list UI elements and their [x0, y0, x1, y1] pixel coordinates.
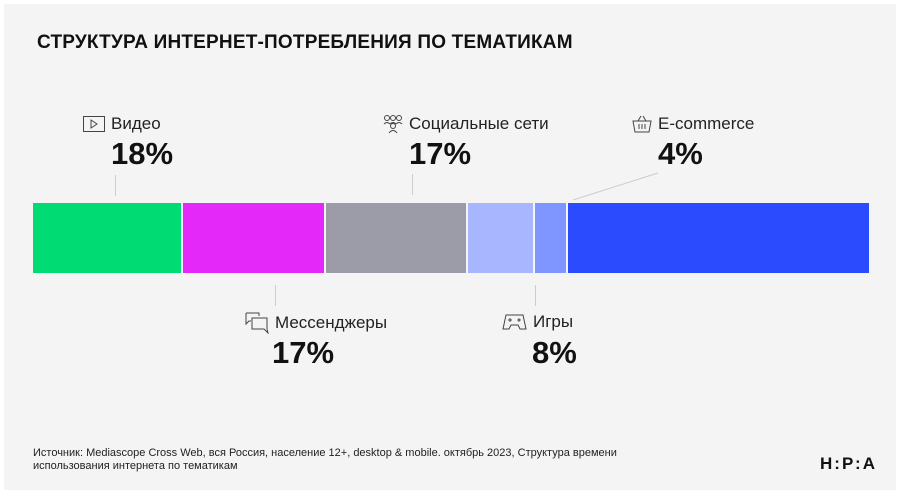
series-name: Социальные сети [409, 114, 549, 133]
data-label-ecommerce: 4% [658, 136, 703, 171]
bar-segment-Мессенджеры [183, 203, 324, 273]
label-messengers: Мессенджеры [245, 312, 387, 334]
bar-segment-E-commerce [534, 203, 567, 273]
label-ecommerce: E-commerce [632, 114, 754, 134]
series-name: Игры [533, 312, 574, 331]
basket-icon [632, 115, 652, 133]
video-play-icon [83, 116, 105, 132]
leader-line [412, 174, 413, 195]
leader-line [535, 285, 536, 306]
data-label-messengers: 17% [272, 335, 335, 370]
data-label-video: 18% [111, 136, 174, 171]
series-name: E-commerce [658, 114, 755, 133]
leader-line [115, 175, 116, 196]
label-games: Игры [502, 312, 573, 332]
series-name: Мессенджеры [275, 313, 388, 332]
logo: Н:Р:А [820, 454, 877, 473]
chat-bubbles-icon [245, 312, 269, 334]
gamepad-icon [502, 314, 527, 330]
bar-segment-Видео [33, 203, 182, 273]
data-label-games: 8% [532, 335, 577, 370]
source-note: Источник: Mediascope Cross Web, вся Росс… [33, 447, 617, 472]
people-icon [383, 115, 403, 134]
label-social: Социальные сети [383, 114, 549, 134]
series-name: Видео [111, 114, 161, 133]
stacked-bar [33, 203, 869, 273]
bar-segment-Социальные сети [325, 203, 466, 273]
leader-line [275, 285, 276, 306]
label-video: Видео [83, 114, 161, 134]
bar-segment-other [568, 203, 869, 273]
chart-title: СТРУКТУРА ИНТЕРНЕТ-ПОТРЕБЛЕНИЯ ПО ТЕМАТИ… [37, 32, 573, 53]
data-label-social: 17% [409, 136, 472, 171]
bar-segment-Игры [467, 203, 533, 273]
